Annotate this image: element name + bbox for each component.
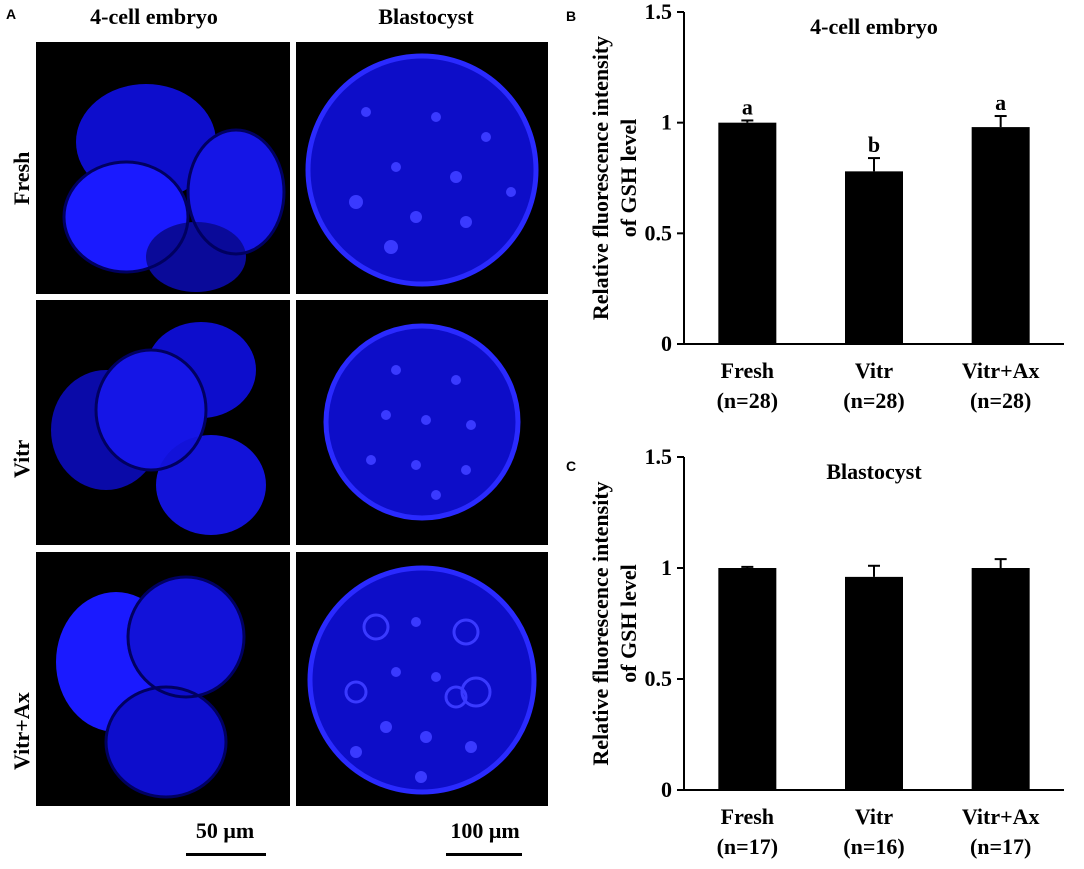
column-title-4cell: 4-cell embryo	[90, 4, 218, 29]
x-tick-sample-size: (n=28)	[970, 388, 1031, 413]
y-axis-label-line-2: of GSH level	[616, 119, 641, 238]
y-tick-label: 1	[661, 110, 672, 135]
chart-title: Blastocyst	[826, 459, 922, 484]
significance-letter: b	[868, 132, 880, 157]
scale-label-50um: 50 μm	[195, 818, 255, 843]
y-axis-label-line-1: Relative fluorescence intensity	[588, 36, 613, 320]
bar-chart-blastocyst: Relative fluorescence intensity of GSH le…	[588, 445, 1064, 859]
x-tick-label: Fresh	[721, 804, 774, 829]
y-tick-label: 0	[661, 331, 672, 356]
bar-fresh	[718, 568, 777, 790]
panel-a-letter: A	[6, 6, 17, 22]
x-tick-label: Vitr	[855, 358, 894, 383]
x-tick-label: Vitr	[855, 804, 894, 829]
y-tick-label: 0.5	[645, 220, 673, 245]
micrograph-blastocyst-fresh	[296, 42, 548, 294]
y-axis-label-line-1: Relative fluorescence intensity	[588, 481, 613, 765]
y-tick-label: 1.5	[645, 0, 673, 24]
x-tick-label: Fresh	[721, 358, 774, 383]
column-title-blastocyst: Blastocyst	[378, 4, 474, 29]
bar-vitr	[845, 576, 903, 790]
scale-bar-50um	[186, 853, 266, 856]
scale-bar-100um	[446, 853, 522, 856]
bar-fresh	[718, 122, 777, 345]
bar-chart-4cell: Relative fluorescence intensity of GSH le…	[588, 0, 1064, 413]
row-label-fresh: Fresh	[9, 151, 34, 205]
micrograph-4cell-fresh	[36, 42, 290, 294]
significance-letter: a	[742, 94, 753, 119]
y-tick-label: 0.5	[645, 666, 673, 691]
x-tick-label: Vitr+Ax	[962, 358, 1040, 383]
y-tick-label: 1	[661, 555, 672, 580]
row-label-vitr-ax: Vitr+Ax	[9, 692, 34, 770]
x-tick-label: Vitr+Ax	[962, 804, 1040, 829]
bar-vitr-ax	[971, 568, 1030, 790]
row-label-vitr: Vitr	[9, 439, 34, 478]
panel-b-letter: B	[566, 8, 577, 24]
micrograph-4cell-vitr	[36, 300, 290, 545]
y-tick-label: 1.5	[645, 445, 673, 469]
micrograph-blastocyst-vitr	[296, 300, 548, 545]
chart-title: 4-cell embryo	[810, 14, 938, 39]
x-tick-sample-size: (n=28)	[717, 388, 778, 413]
x-tick-sample-size: (n=16)	[843, 834, 904, 859]
y-axis-label: Relative fluorescence intensity of GSH le…	[588, 481, 641, 765]
y-tick-label: 0	[661, 777, 672, 802]
bar-vitr	[845, 171, 903, 344]
x-tick-sample-size: (n=17)	[970, 834, 1031, 859]
significance-letter: a	[995, 90, 1006, 115]
y-axis-label-line-2: of GSH level	[616, 564, 641, 683]
micrograph-blastocyst-vitr-ax	[296, 552, 548, 806]
x-tick-sample-size: (n=28)	[843, 388, 904, 413]
y-axis-label: Relative fluorescence intensity of GSH le…	[588, 36, 641, 320]
micrograph-4cell-vitr-ax	[36, 552, 290, 806]
panel-c-letter: C	[566, 458, 577, 474]
x-tick-sample-size: (n=17)	[717, 834, 778, 859]
scale-label-100um: 100 μm	[450, 818, 520, 843]
bar-vitr-ax	[971, 127, 1030, 345]
